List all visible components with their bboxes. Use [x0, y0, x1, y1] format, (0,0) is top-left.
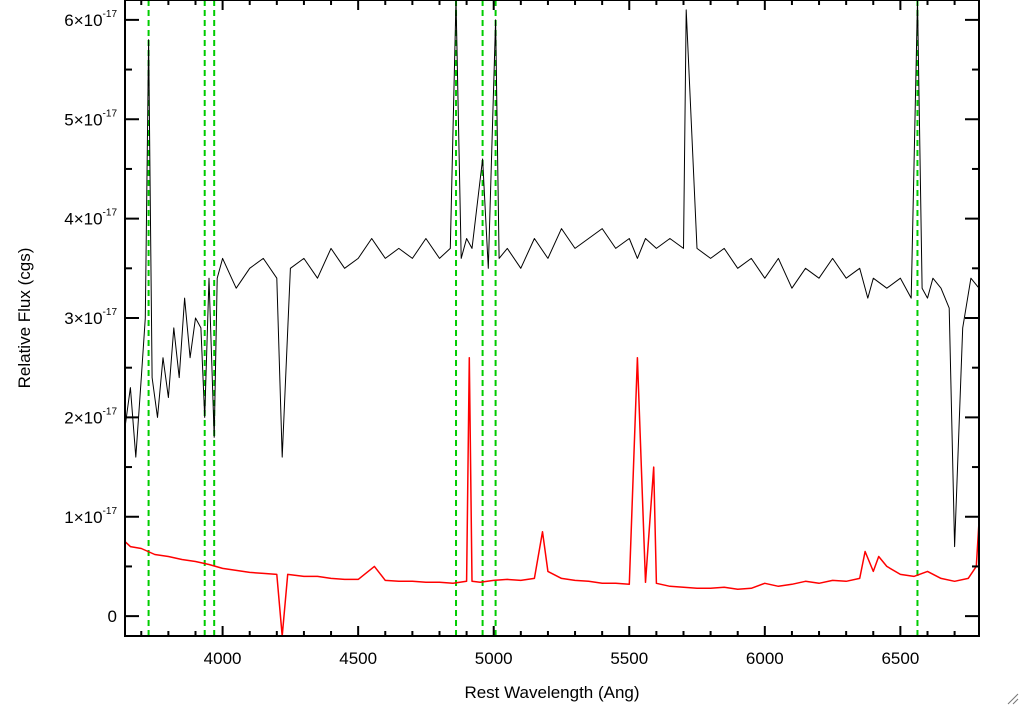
y-tick-label: 3×10-17 [64, 307, 117, 328]
y-tick-label: 6×10-17 [64, 9, 117, 30]
emission-line-markers [147, 0, 919, 636]
y-tick-label: 1×10-17 [64, 506, 117, 527]
y-tick-label: 4×10-17 [64, 208, 117, 229]
x-axis-title: Rest Wavelength (Ang) [464, 683, 639, 702]
x-tick-label: 4000 [204, 649, 242, 668]
x-tick-label: 4500 [339, 649, 377, 668]
x-tick-label: 6000 [746, 649, 784, 668]
y-tick-label: 0 [108, 607, 117, 626]
x-tick-label: 5500 [610, 649, 648, 668]
resize-grip-icon[interactable] [1007, 693, 1019, 705]
x-axis: 4000 4500 5000 5500 6000 6500 [140, 0, 956, 668]
y-tick-label: 5×10-17 [64, 108, 117, 129]
y-axis: 0 1×10-17 2×10-17 3×10-17 4×10-17 5×10-17 6×10… [64, 9, 979, 626]
plot-frame [124, 0, 980, 637]
spectrum-line [125, 0, 979, 548]
x-tick-label: 6500 [881, 649, 919, 668]
y-axis-title: Relative Flux (cgs) [15, 248, 34, 389]
x-tick-label: 5000 [475, 649, 513, 668]
error-spectrum-line [125, 356, 979, 636]
y-tick-label: 2×10-17 [64, 406, 117, 427]
series-layer [125, 0, 979, 636]
